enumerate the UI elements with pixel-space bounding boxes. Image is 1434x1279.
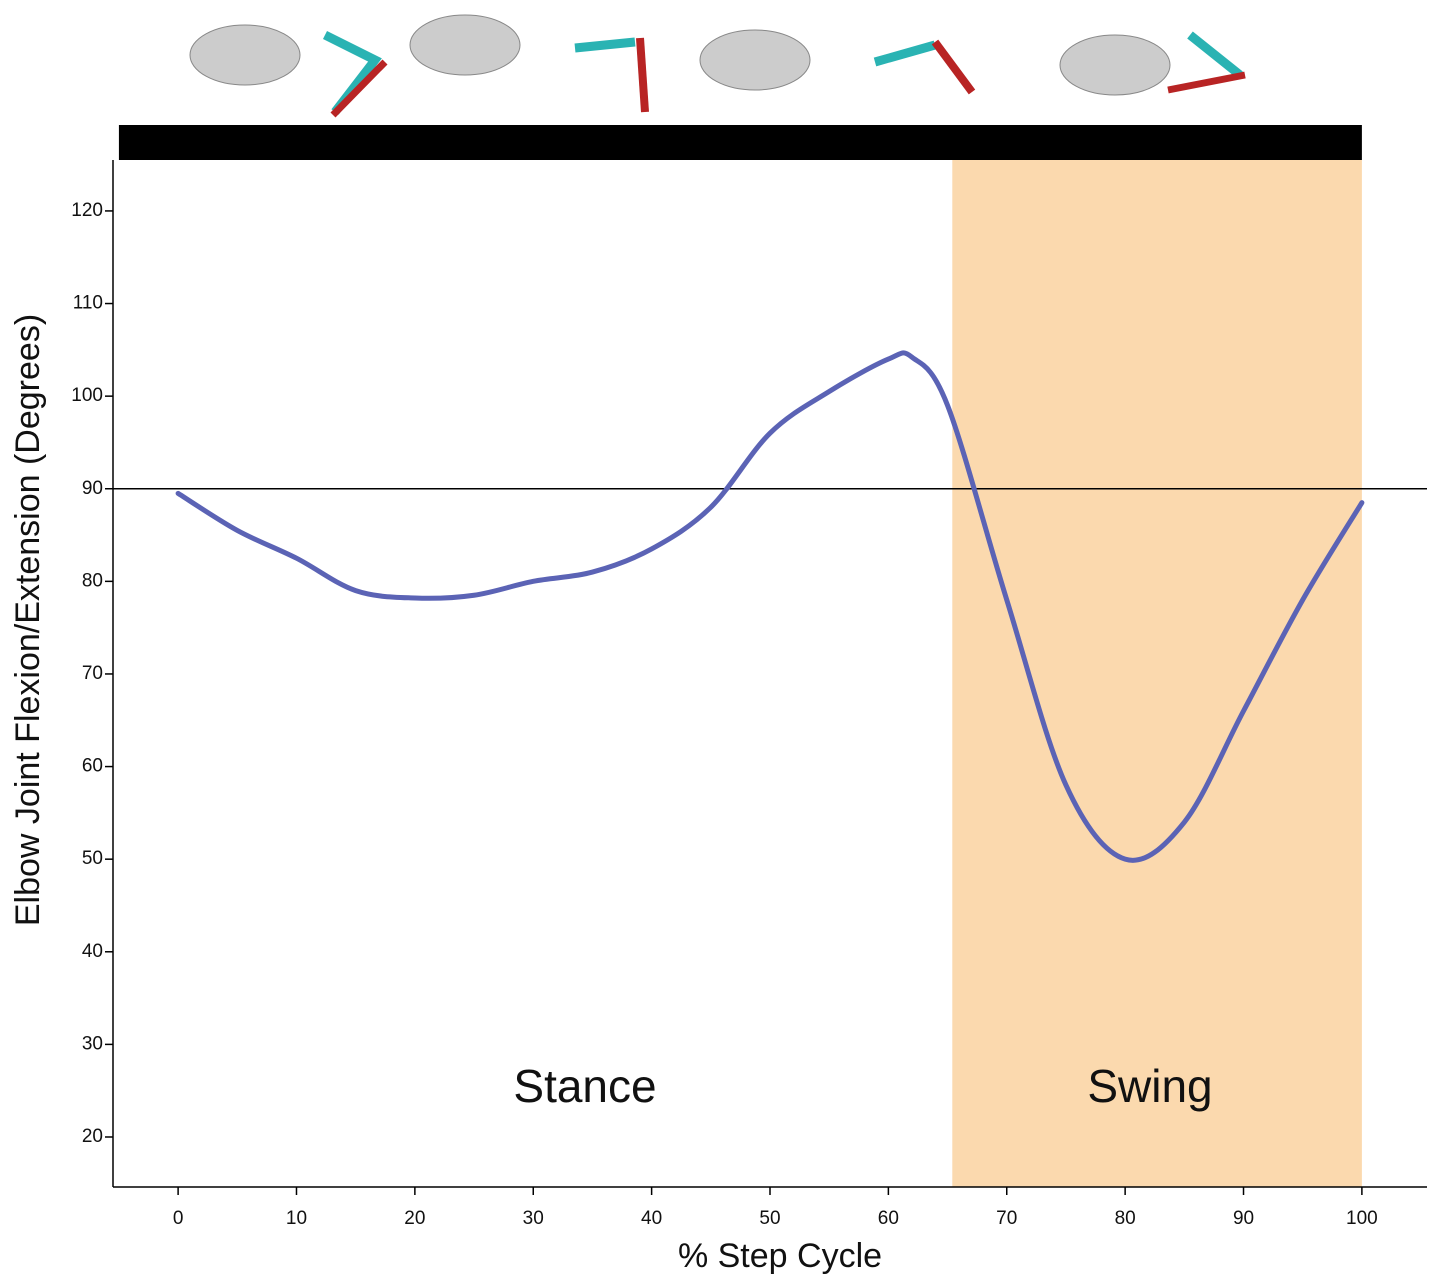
x-tick-label: 10 xyxy=(286,1208,307,1229)
x-tick-label: 30 xyxy=(523,1208,544,1229)
x-tick-label: 60 xyxy=(878,1208,899,1229)
y-tick-label: 20 xyxy=(82,1126,103,1147)
y-tick-label: 90 xyxy=(82,478,103,499)
y-tick-label: 70 xyxy=(82,663,103,684)
x-tick-label: 100 xyxy=(1346,1208,1378,1229)
y-tick-label: 30 xyxy=(82,1033,103,1054)
y-tick-label: 120 xyxy=(71,200,103,221)
phase-bar xyxy=(118,125,1362,160)
y-tick-label: 40 xyxy=(82,941,103,962)
y-tick-label: 80 xyxy=(82,570,103,591)
y-axis-label: Elbow Joint Flexion/Extension (Degrees) xyxy=(9,314,47,926)
x-tick-label: 70 xyxy=(996,1208,1017,1229)
x-tick-label: 40 xyxy=(641,1208,662,1229)
x-tick-label: 80 xyxy=(1115,1208,1136,1229)
skeleton-icons xyxy=(189,14,1246,118)
y-tick-label: 50 xyxy=(82,848,103,869)
x-tick-label: 50 xyxy=(759,1208,780,1229)
x-tick-label: 0 xyxy=(173,1208,184,1229)
phase-label: Stance xyxy=(513,1060,656,1112)
y-tick-label: 60 xyxy=(82,756,103,777)
data-line xyxy=(175,350,1365,863)
x-tick-label: 20 xyxy=(404,1208,425,1229)
y-tick-label: 110 xyxy=(73,293,103,314)
y-tick-label: 100 xyxy=(71,385,103,406)
phase-label: Swing xyxy=(1087,1060,1212,1112)
swing-region xyxy=(952,160,1362,1187)
x-tick-label: 90 xyxy=(1233,1208,1254,1229)
x-axis-label: % Step Cycle xyxy=(678,1237,882,1275)
